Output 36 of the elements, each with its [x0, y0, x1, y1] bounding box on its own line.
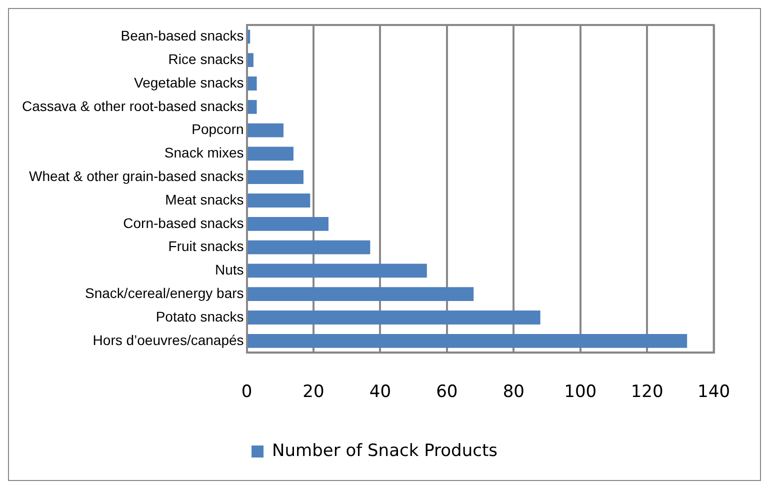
bar	[248, 170, 304, 184]
x-tick-label: 20	[302, 382, 324, 402]
y-tick-label: Wheat & other grain-based snacks	[28, 168, 244, 184]
y-tick-label: Bean-based snacks	[120, 28, 244, 44]
y-tick-label: Cassava & other root-based snacks	[22, 98, 244, 114]
bar	[248, 264, 427, 278]
x-tick-label: 80	[502, 382, 524, 402]
legend-label: Number of Snack Products	[272, 440, 498, 461]
y-tick-label: Vegetable snacks	[134, 74, 244, 90]
y-tick-label: Corn-based snacks	[123, 214, 244, 231]
y-tick-label: Hors d’oeuvres/canapés	[92, 332, 244, 348]
bar	[248, 100, 257, 114]
bar	[248, 240, 370, 254]
bar	[248, 146, 294, 161]
y-tick-label: Potato snacks	[156, 308, 244, 324]
x-tick-label: 120	[630, 382, 664, 402]
bar	[248, 334, 688, 348]
x-tick-label: 140	[698, 382, 730, 402]
x-tick-label: 0	[241, 382, 252, 402]
x-tick-label: 40	[369, 382, 392, 402]
bar	[248, 123, 284, 138]
x-tick-label: 100	[564, 382, 597, 402]
bar	[248, 310, 540, 324]
y-tick-label: Fruit snacks	[168, 238, 244, 254]
y-tick-label: Snack/cereal/energy bars	[85, 284, 244, 301]
y-tick-label: Rice snacks	[168, 50, 244, 67]
bar	[248, 194, 310, 208]
bar	[248, 216, 329, 231]
x-tick-label: 60	[436, 382, 458, 402]
y-tick-label: Popcorn	[192, 121, 244, 138]
y-tick-label: Nuts	[214, 262, 244, 278]
bar	[248, 53, 254, 68]
y-tick-label: Meat snacks	[165, 191, 244, 208]
bar	[248, 287, 474, 302]
bar	[248, 76, 257, 90]
y-tick-label: Snack mixes	[164, 144, 244, 161]
